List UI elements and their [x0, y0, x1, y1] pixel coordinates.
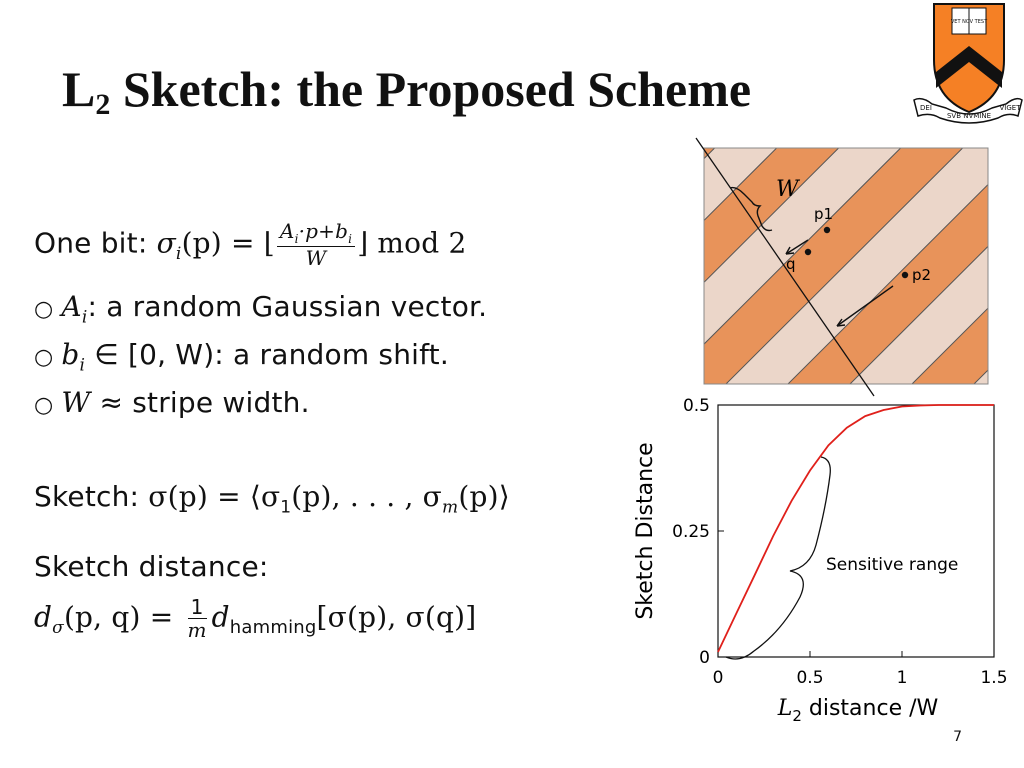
plot-area: [717, 404, 995, 658]
y-tick-label: 0.5: [683, 396, 710, 416]
series-line: [717, 404, 994, 653]
stripe-pattern: [704, 148, 988, 384]
stripe-band: [911, 307, 988, 384]
stripe-band: [787, 183, 988, 384]
sensitive-range-brace: [725, 456, 831, 660]
point-q: [804, 248, 812, 256]
bullet-item: ○ W ≈ stripe width.: [34, 386, 310, 419]
princeton-shield-logo: VET NOV TEST DEI SVB NVMINE VIGET: [913, 3, 1023, 124]
sketch-distance-label: Sketch distance:: [34, 550, 269, 583]
y-tick-label: 0.25: [672, 522, 710, 542]
logo-center-text: SVB NVMINE: [947, 112, 991, 120]
x-tick-label: 0: [713, 668, 724, 688]
bullet-item: ○ Ai: a random Gaussian vector.: [34, 290, 488, 328]
x-axis-label: L2 distance /W: [777, 696, 939, 725]
stripe-band: [704, 148, 840, 283]
one-bit-fraction: Ai·p+bi W: [276, 220, 356, 269]
point-p2-label: p2: [912, 266, 931, 284]
x-tick-label: 0.5: [796, 668, 823, 688]
logo-top-text: VET NOV TEST: [951, 19, 988, 25]
y-tick-label: 0: [699, 648, 710, 668]
projection-line: [695, 137, 875, 397]
x-tick-label: 1: [897, 668, 908, 688]
width-brace: [729, 186, 773, 232]
point-p2: [901, 271, 909, 279]
logo-right-text: VIGET: [1000, 104, 1022, 112]
page-number: 7: [953, 729, 962, 745]
x-tick-label: 1.5: [980, 668, 1007, 688]
width-label: W: [776, 177, 801, 202]
sketch-distance-chart: 0 0.5 1 1.5 0 0.25 0.5 Sensitive range Sketch …: [633, 396, 1008, 725]
sketch-line: Sketch: σ(p) = ⟨σ1(p), . . . , σm(p)⟩: [34, 480, 510, 518]
sketch-distance-formula: dσ(p, q) = 1 m dhamming[σ(p), σ(q)]: [34, 595, 477, 642]
stripe-diagram: W p1 q p2: [695, 137, 989, 397]
arrow-p2: [836, 285, 894, 327]
y-axis-label: Sketch Distance: [633, 442, 658, 619]
bullet-item: ○ bi ∈ [0, W): a random shift.: [34, 338, 449, 376]
logo-left-text: DEI: [920, 104, 932, 112]
arrow-p1: [785, 239, 809, 255]
one-bit-line: One bit: σi(p) = ⌊ Ai·p+bi W ⌋ mod 2: [34, 219, 467, 271]
stripe-band: [704, 148, 716, 160]
stripe-band: [704, 148, 964, 384]
point-q-label: q: [786, 255, 796, 273]
stripe-border: [703, 147, 989, 385]
sensitive-range-label: Sensitive range: [826, 555, 958, 575]
point-p1: [823, 226, 831, 234]
point-p1-label: p1: [814, 205, 833, 223]
slide-title: L2 Sketch: the Proposed Scheme: [62, 61, 752, 121]
